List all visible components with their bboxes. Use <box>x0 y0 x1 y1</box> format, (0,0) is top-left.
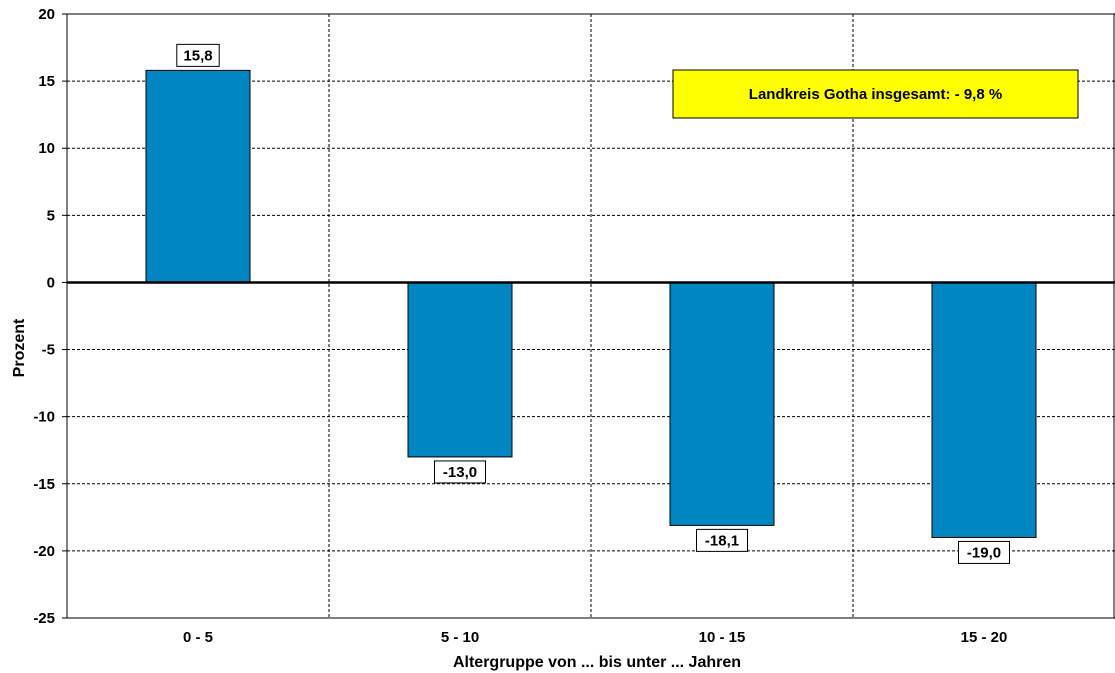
y-tick-label: -10 <box>33 409 55 426</box>
y-tick-label: -15 <box>33 476 55 493</box>
data-label: -19,0 <box>958 540 1010 564</box>
y-tick-label: 5 <box>47 207 55 224</box>
y-tick-label: -5 <box>42 342 55 359</box>
x-tick-label: 15 - 20 <box>961 629 1008 646</box>
x-tick-label: 0 - 5 <box>183 629 213 646</box>
y-tick-label: 10 <box>38 140 55 157</box>
y-tick-label: -20 <box>33 543 55 560</box>
data-label: -18,1 <box>696 528 748 552</box>
y-tick-label: 15 <box>38 73 55 90</box>
data-label-box <box>434 460 486 484</box>
data-label-text: -13,0 <box>443 464 477 481</box>
data-labels: 15,8 -13,0 -18,1 -19,0 <box>176 43 1010 564</box>
y-axis-title: Prozent <box>11 318 28 377</box>
data-label-box <box>176 43 220 67</box>
y-tick-label: 20 <box>38 6 55 23</box>
bar <box>407 281 513 458</box>
bar <box>669 281 775 526</box>
x-tick-label: 10 - 15 <box>699 629 746 646</box>
total-annotation-box: Landkreis Gotha insgesamt: - 9,8 % <box>672 69 1079 119</box>
data-label-text: 15,8 <box>183 47 212 64</box>
y-tick-label: -25 <box>33 610 55 627</box>
data-label-text: -19,0 <box>967 544 1001 561</box>
axes: 20 15 10 5 0 -5 -10 -15 -20 -25 0 - 5 5 - 10 10 - 15… <box>33 6 1115 646</box>
x-tick-label: 5 - 10 <box>441 629 479 646</box>
bar <box>145 69 251 283</box>
data-label-box <box>958 540 1010 564</box>
data-label: -13,0 <box>434 460 486 484</box>
bars <box>145 69 1037 538</box>
bar <box>931 281 1037 538</box>
x-axis-title: Altergruppe von ... bis unter ... Jahren <box>453 654 741 671</box>
data-label: 15,8 <box>176 43 220 67</box>
y-tick-label: 0 <box>47 274 55 291</box>
data-label-box <box>696 528 748 552</box>
data-label-text: -18,1 <box>705 532 739 549</box>
total-annotation-text: Landkreis Gotha insgesamt: - 9,8 % <box>749 86 1002 103</box>
